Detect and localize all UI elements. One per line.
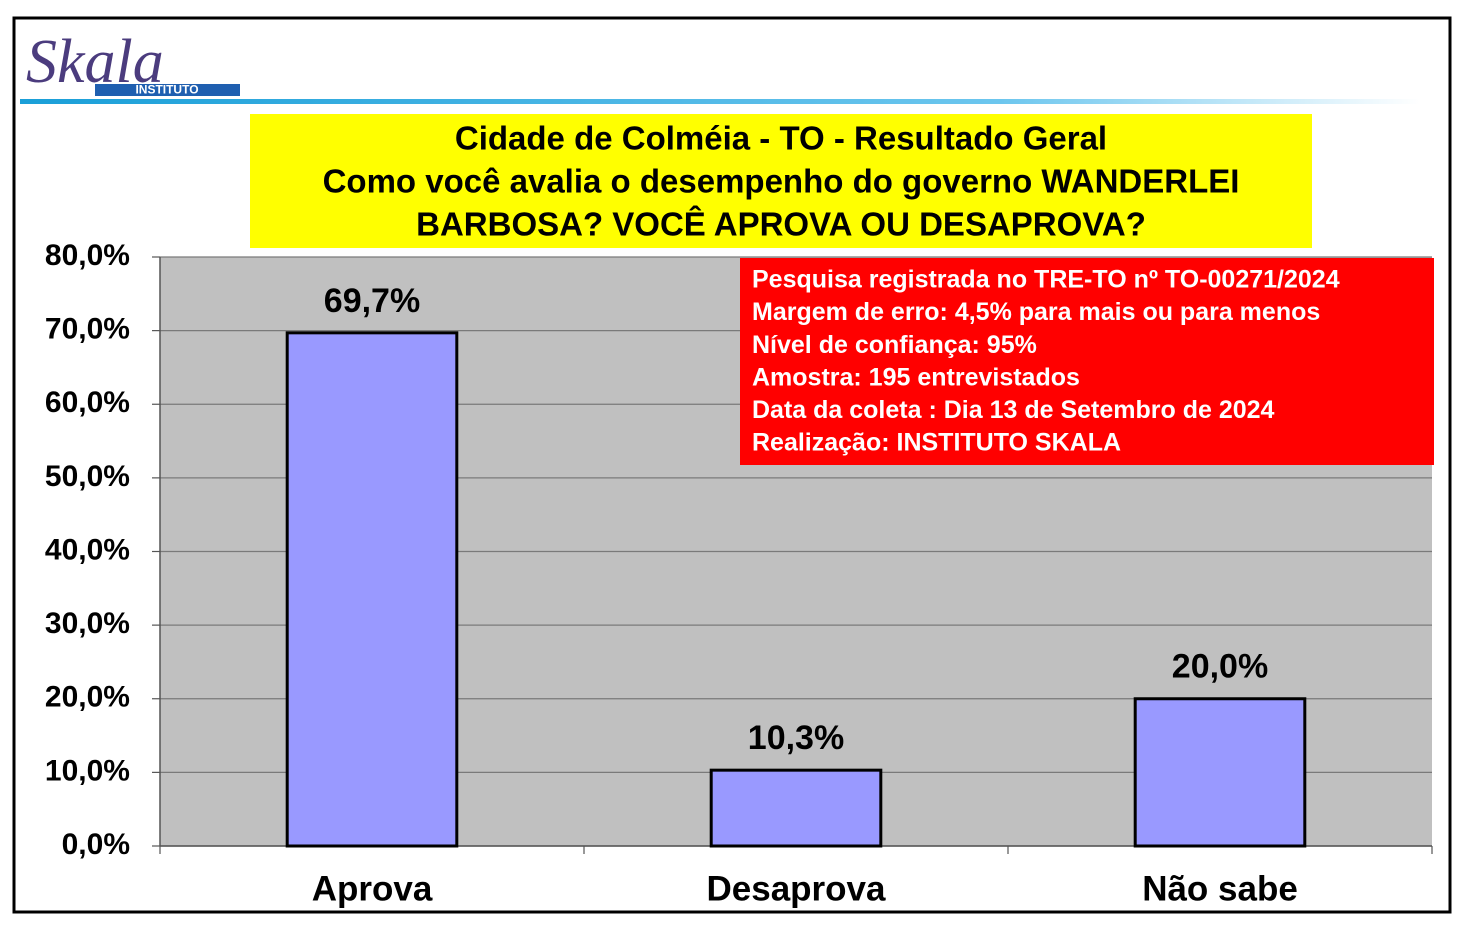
value-label: 20,0%	[1172, 648, 1268, 686]
annotation: Data da coleta : Dia 13 de Setembro de 2…	[752, 396, 1275, 424]
y-tick-label: 30,0%	[45, 607, 130, 640]
y-tick-label: 20,0%	[45, 681, 130, 714]
annotation: Nível de confiança: 95%	[752, 331, 1037, 359]
y-tick-label: 50,0%	[45, 460, 130, 493]
plot: Aprova 69,7% Desaprova 10,3% Não sabe 20,0%	[152, 256, 1433, 908]
title-box	[250, 114, 1312, 248]
chart-title: Cidade de Colméia - TO - Resultado Geral	[455, 120, 1107, 157]
bar	[285, 331, 459, 848]
x-tick-label: Desaprova	[707, 869, 887, 908]
y-tick-label: 60,0%	[45, 386, 130, 419]
annotation: Amostra: 195 entrevistados	[752, 363, 1080, 391]
logo-rule	[20, 99, 1420, 104]
logo-subtitle: INSTITUTO	[135, 83, 198, 97]
overlay: Cidade de Colméia - TO - Resultado Geral…	[45, 120, 1340, 861]
annotation: Pesquisa registrada no TRE-TO nº TO-0027…	[752, 266, 1340, 294]
x-tick-label: Aprova	[312, 869, 433, 908]
logo-badge	[95, 84, 240, 96]
y-tick-label: 40,0%	[45, 533, 130, 566]
value-label: 10,3%	[748, 719, 844, 757]
value-label: 69,7%	[324, 282, 420, 320]
chart-title: BARBOSA? VOCÊ APROVA OU DESAPROVA?	[416, 206, 1146, 243]
annotation: Margem de erro: 4,5% para mais ou para m…	[752, 298, 1320, 326]
y-tick-label: 80,0%	[45, 239, 130, 272]
annotation: Realização: INSTITUTO SKALA	[752, 429, 1121, 457]
y-tick-label: 10,0%	[45, 754, 130, 787]
bar	[709, 768, 883, 848]
chart-title: Como você avalia o desempenho do governo…	[323, 163, 1240, 200]
annotation-box	[740, 258, 1434, 465]
x-tick-label: Não sabe	[1142, 869, 1298, 908]
bar	[1133, 697, 1307, 848]
y-tick-label: 0,0%	[62, 828, 130, 861]
y-tick-label: 70,0%	[45, 313, 130, 346]
